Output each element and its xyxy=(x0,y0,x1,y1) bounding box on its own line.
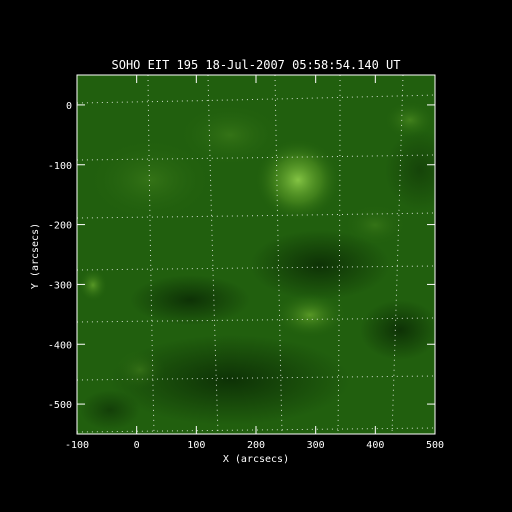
x-axis: -100 0 100 200 300 400 500 xyxy=(65,75,444,451)
x-tick-label: -100 xyxy=(65,440,89,451)
y-tick-label: -300 xyxy=(48,280,72,291)
x-tick-label: 100 xyxy=(187,440,205,451)
solar-image xyxy=(77,75,435,434)
x-tick-label: 400 xyxy=(366,440,384,451)
y-tick-label: -400 xyxy=(48,340,72,351)
x-tick-label: 500 xyxy=(426,440,444,451)
y-axis-label: Y (arcsecs) xyxy=(30,223,41,289)
x-tick-label: 0 xyxy=(134,440,140,451)
x-tick-label: 200 xyxy=(247,440,265,451)
y-tick-label: 0 xyxy=(66,101,72,112)
x-axis-label: X (arcsecs) xyxy=(223,454,289,465)
heliographic-grid xyxy=(77,75,435,434)
y-tick-label: -500 xyxy=(48,400,72,411)
plot-title: SOHO EIT 195 18-Jul-2007 05:58:54.140 UT xyxy=(112,58,401,72)
y-tick-label: -200 xyxy=(48,221,72,232)
x-tick-label: 300 xyxy=(307,440,325,451)
y-tick-label: -100 xyxy=(48,161,72,172)
y-axis: 0 -100 -200 -300 -400 -500 xyxy=(48,101,435,411)
